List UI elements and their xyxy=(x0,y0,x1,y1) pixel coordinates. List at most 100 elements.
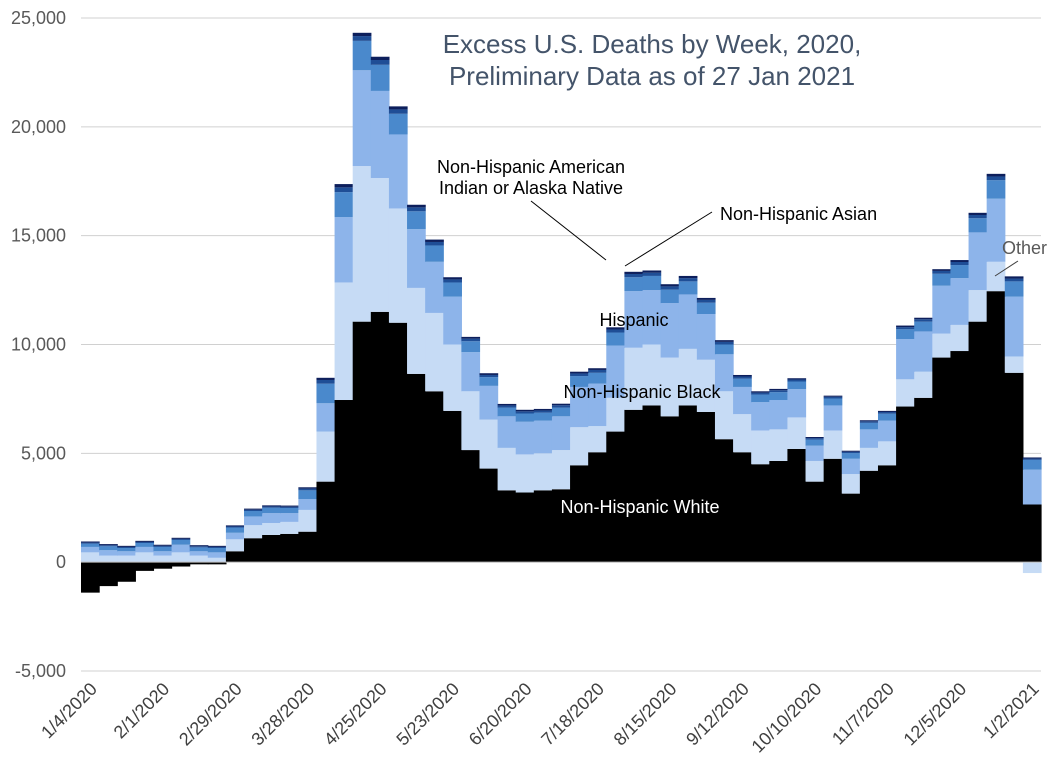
bar-segment xyxy=(588,369,607,373)
bar-segment xyxy=(1004,281,1024,297)
bar-segment xyxy=(932,270,952,274)
bar-segment xyxy=(443,410,462,563)
bar-segment xyxy=(334,282,354,401)
annotation-asian-leader xyxy=(624,211,713,267)
bar-segment xyxy=(99,545,118,547)
bar-segment xyxy=(316,377,336,380)
bar-segment xyxy=(533,453,553,491)
bar-segment xyxy=(1004,372,1024,563)
bar-segment xyxy=(298,487,318,489)
bar-segment xyxy=(207,545,227,547)
bar-segment xyxy=(660,357,680,417)
bar-segment xyxy=(805,460,825,482)
bar-segment xyxy=(986,261,1006,292)
bar-segment xyxy=(533,408,553,411)
bar-segment xyxy=(388,322,408,563)
bar-segment xyxy=(117,555,136,563)
bar-segment xyxy=(207,548,227,553)
bar-segment xyxy=(877,465,897,563)
bar-segment xyxy=(932,269,952,271)
bar-segment xyxy=(189,545,209,547)
bar-segment xyxy=(624,271,644,274)
bar-segment xyxy=(841,450,861,452)
x-tick-label: 3/28/2020 xyxy=(247,679,318,750)
bar-segment xyxy=(225,526,245,528)
bar-segment xyxy=(986,180,1006,199)
bar-segment xyxy=(407,229,426,288)
bar-segment xyxy=(932,357,952,563)
bar-segment xyxy=(932,333,952,358)
bar-segment xyxy=(352,36,372,41)
bar-segment xyxy=(388,134,408,209)
bar-segment xyxy=(1022,469,1042,505)
bar-segment xyxy=(823,405,843,431)
bar-segment xyxy=(515,492,535,563)
bar-segment xyxy=(244,516,263,526)
bar-segment xyxy=(171,537,191,539)
bar-segment xyxy=(950,351,970,563)
bar-segment xyxy=(733,376,752,379)
bar-segment xyxy=(135,546,155,553)
bar-segment xyxy=(497,416,517,448)
bar-segment xyxy=(551,405,571,408)
bar-segment xyxy=(1004,276,1024,279)
y-axis: -5,000 0 5,000 10,000 15,000 20,000 25,000 xyxy=(11,8,66,681)
bar-segment xyxy=(244,538,263,563)
bar-segment xyxy=(606,329,625,333)
bar-segment xyxy=(515,413,535,422)
bar-segment xyxy=(696,314,716,360)
bar-segment xyxy=(914,397,933,563)
bar-segment xyxy=(497,405,517,408)
bar-segment xyxy=(1022,457,1042,459)
x-tick-label: 6/20/2020 xyxy=(465,679,536,750)
bar-segment xyxy=(660,303,680,358)
y-tick-label: 25,000 xyxy=(11,8,66,28)
bar-segment xyxy=(298,499,318,510)
bar-segment xyxy=(407,373,426,563)
bar-segment xyxy=(914,321,933,332)
bar-segment xyxy=(262,507,281,514)
bar-segment xyxy=(244,525,263,539)
bar-segment xyxy=(642,344,662,406)
bar-segment xyxy=(588,368,607,370)
bar-segment xyxy=(733,414,752,453)
bar-segment xyxy=(841,474,861,494)
bar-segment xyxy=(298,490,318,500)
bar-segment xyxy=(189,546,209,548)
annotation-black: Non-Hispanic Black xyxy=(563,382,721,402)
annotation-other: Other xyxy=(1002,238,1047,258)
bar-segment xyxy=(570,427,589,466)
x-tick-label: 10/10/2020 xyxy=(748,679,826,757)
bar-segment xyxy=(588,426,607,453)
bar-segment xyxy=(805,439,825,446)
bar-segment xyxy=(533,420,553,454)
bar-segment xyxy=(968,290,988,322)
bar-segment xyxy=(660,289,680,304)
bar-segment xyxy=(262,534,281,563)
bar-segment xyxy=(624,347,644,410)
bar-segment xyxy=(207,546,227,549)
bar-segment xyxy=(859,420,879,422)
bar-segment xyxy=(370,64,390,91)
bar-segment xyxy=(334,187,354,193)
bar-segment xyxy=(443,296,462,345)
bar-segment xyxy=(207,562,227,565)
bar-segment xyxy=(497,407,517,417)
stacked-bars xyxy=(81,32,1042,593)
bar-segment xyxy=(624,291,644,348)
bar-segment xyxy=(714,340,734,342)
bar-segment xyxy=(714,344,734,355)
bar-segment xyxy=(99,550,118,556)
bar-segment xyxy=(280,507,299,514)
bar-segment xyxy=(570,376,589,387)
bar-segment xyxy=(370,177,390,312)
bar-segment xyxy=(117,548,136,552)
bar-segment xyxy=(787,448,807,563)
bar-segment xyxy=(99,562,118,587)
bar-segment xyxy=(479,377,499,386)
bar-segment xyxy=(805,437,825,439)
bar-segment xyxy=(841,458,861,475)
chart-title-line-1: Excess U.S. Deaths by Week, 2020, xyxy=(443,29,862,59)
bar-segment xyxy=(225,527,245,533)
